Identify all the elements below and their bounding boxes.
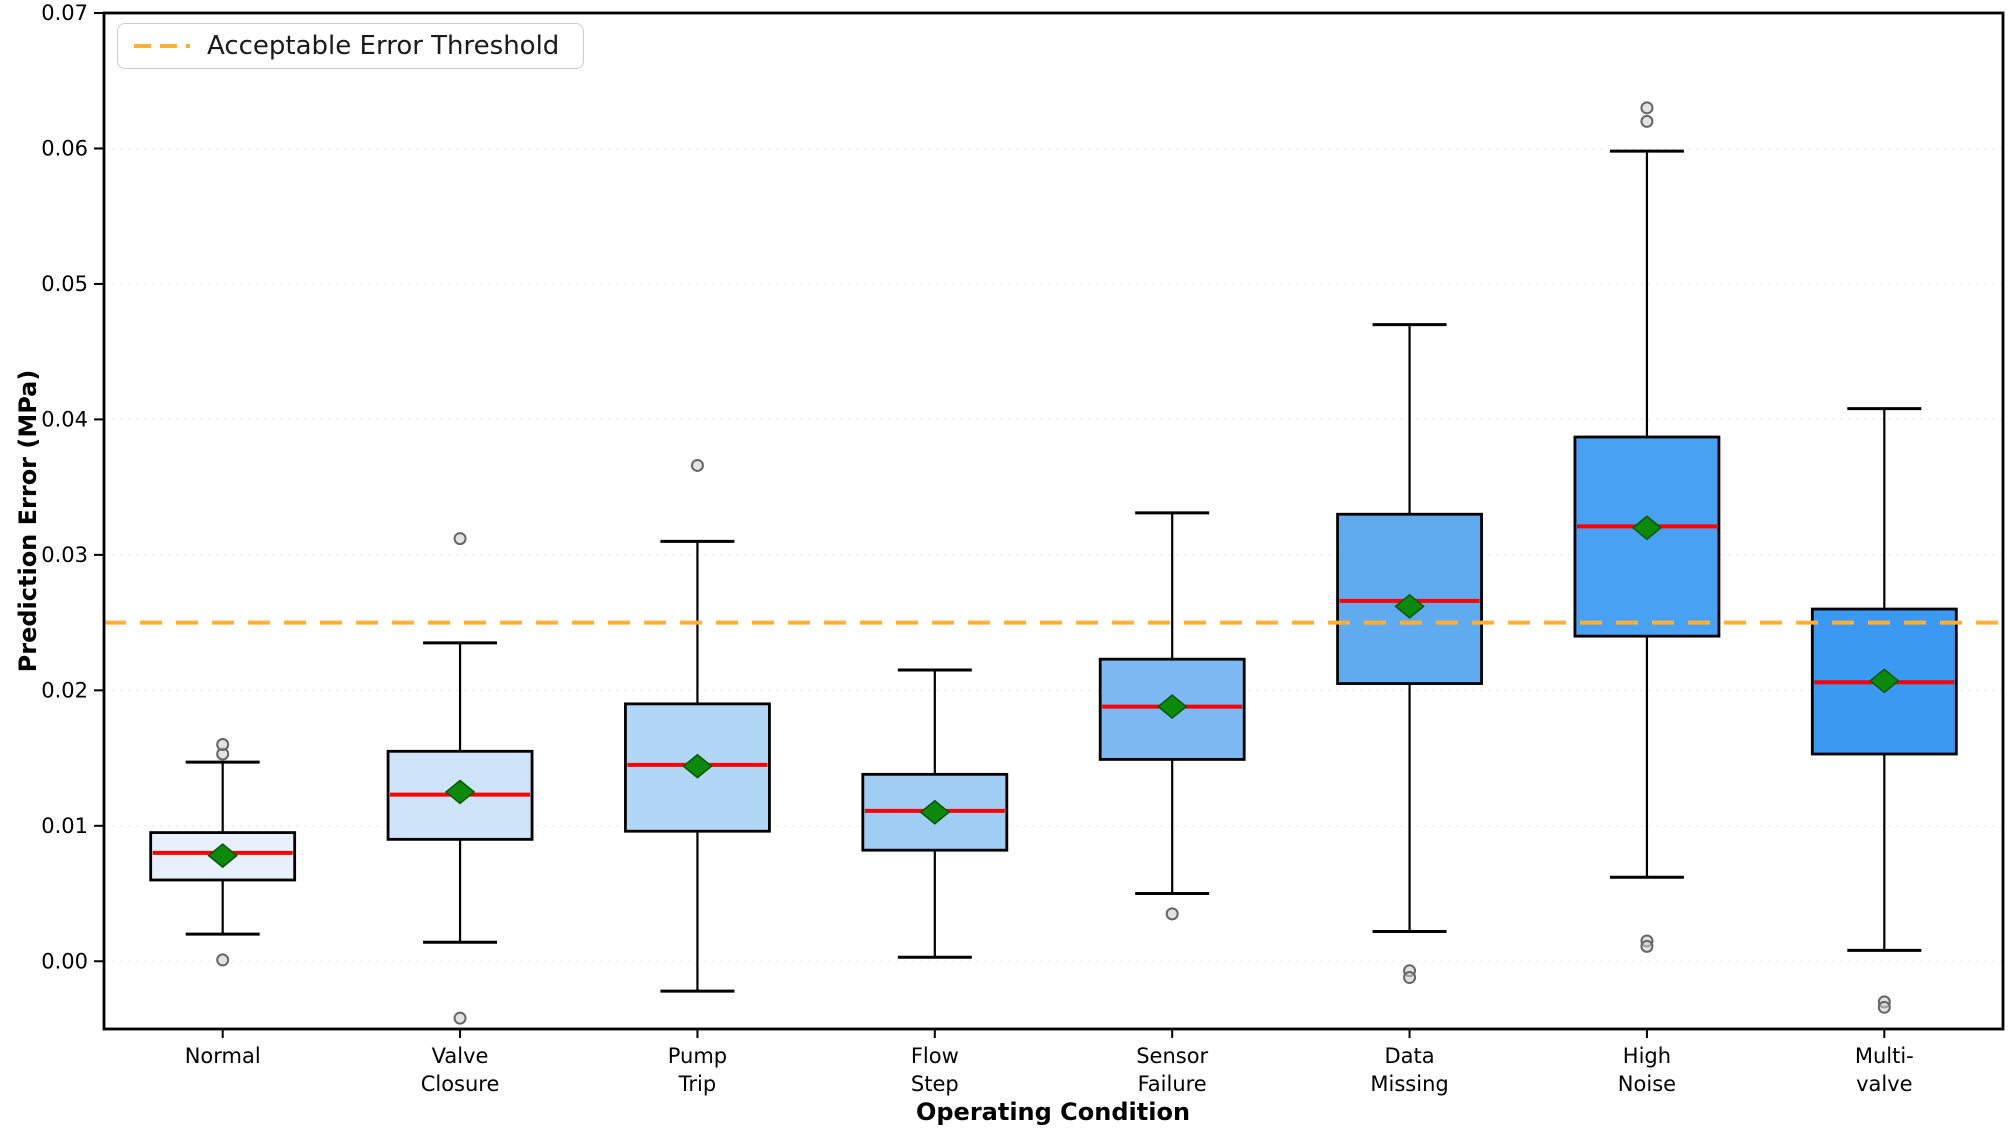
x-tick-label: High [1623,1044,1671,1068]
x-tick-label: Multi- [1855,1044,1914,1068]
mean-marker [1157,694,1188,720]
outlier-point [453,532,467,546]
legend-label: Acceptable Error Threshold [207,31,560,61]
y-tick-label: 0.02 [41,678,88,702]
y-tick-label: 0.05 [41,272,88,296]
y-tick-label: 0.03 [41,543,88,567]
x-tick-label: Normal [185,1044,261,1068]
y-tick-label: 0.00 [41,949,88,973]
x-tick-label: Sensor [1136,1044,1208,1068]
x-tick-label: Closure [421,1072,500,1096]
y-tick-label: 0.06 [41,136,88,160]
y-tick-label: 0.04 [41,407,88,431]
x-tick-label: Pump [668,1044,727,1068]
mean-marker [1394,593,1425,619]
x-tick-label: Failure [1138,1072,1207,1096]
x-axis-title: Operating Condition [915,1098,1191,1126]
plot-border [102,11,2005,1031]
y-axis-title: Prediction Error (MPa) [14,369,42,673]
outlier-point [216,953,230,967]
mean-marker [1631,515,1663,541]
mean-marker [682,753,713,779]
outlier-point [1640,101,1654,115]
mean-marker [1869,668,1900,694]
outlier-point [216,738,230,752]
mean-marker [207,843,238,869]
y-tick-label: 0.01 [41,814,88,838]
outlier-point [1165,907,1179,921]
outlier-point [1640,114,1654,128]
outlier-point [690,458,704,472]
x-tick-label: Trip [678,1072,717,1096]
x-tick-label: Data [1384,1044,1434,1068]
mean-marker [444,779,476,805]
x-tick-label: Step [911,1072,959,1096]
x-tick-label: Valve [432,1044,489,1068]
x-tick-label: valve [1856,1072,1912,1096]
legend-threshold-line-sample [134,44,190,48]
x-tick-label: Noise [1618,1072,1676,1096]
outlier-point [1877,1000,1891,1014]
y-tick-label: 0.07 [41,1,88,25]
outlier-point [1640,939,1654,953]
x-tick-label: Missing [1370,1072,1448,1096]
x-tick-label: Flow [911,1044,959,1068]
mean-marker [919,799,950,825]
outlier-point [1403,971,1417,985]
outlier-point [453,1011,467,1025]
legend: Acceptable Error Threshold [117,23,585,69]
